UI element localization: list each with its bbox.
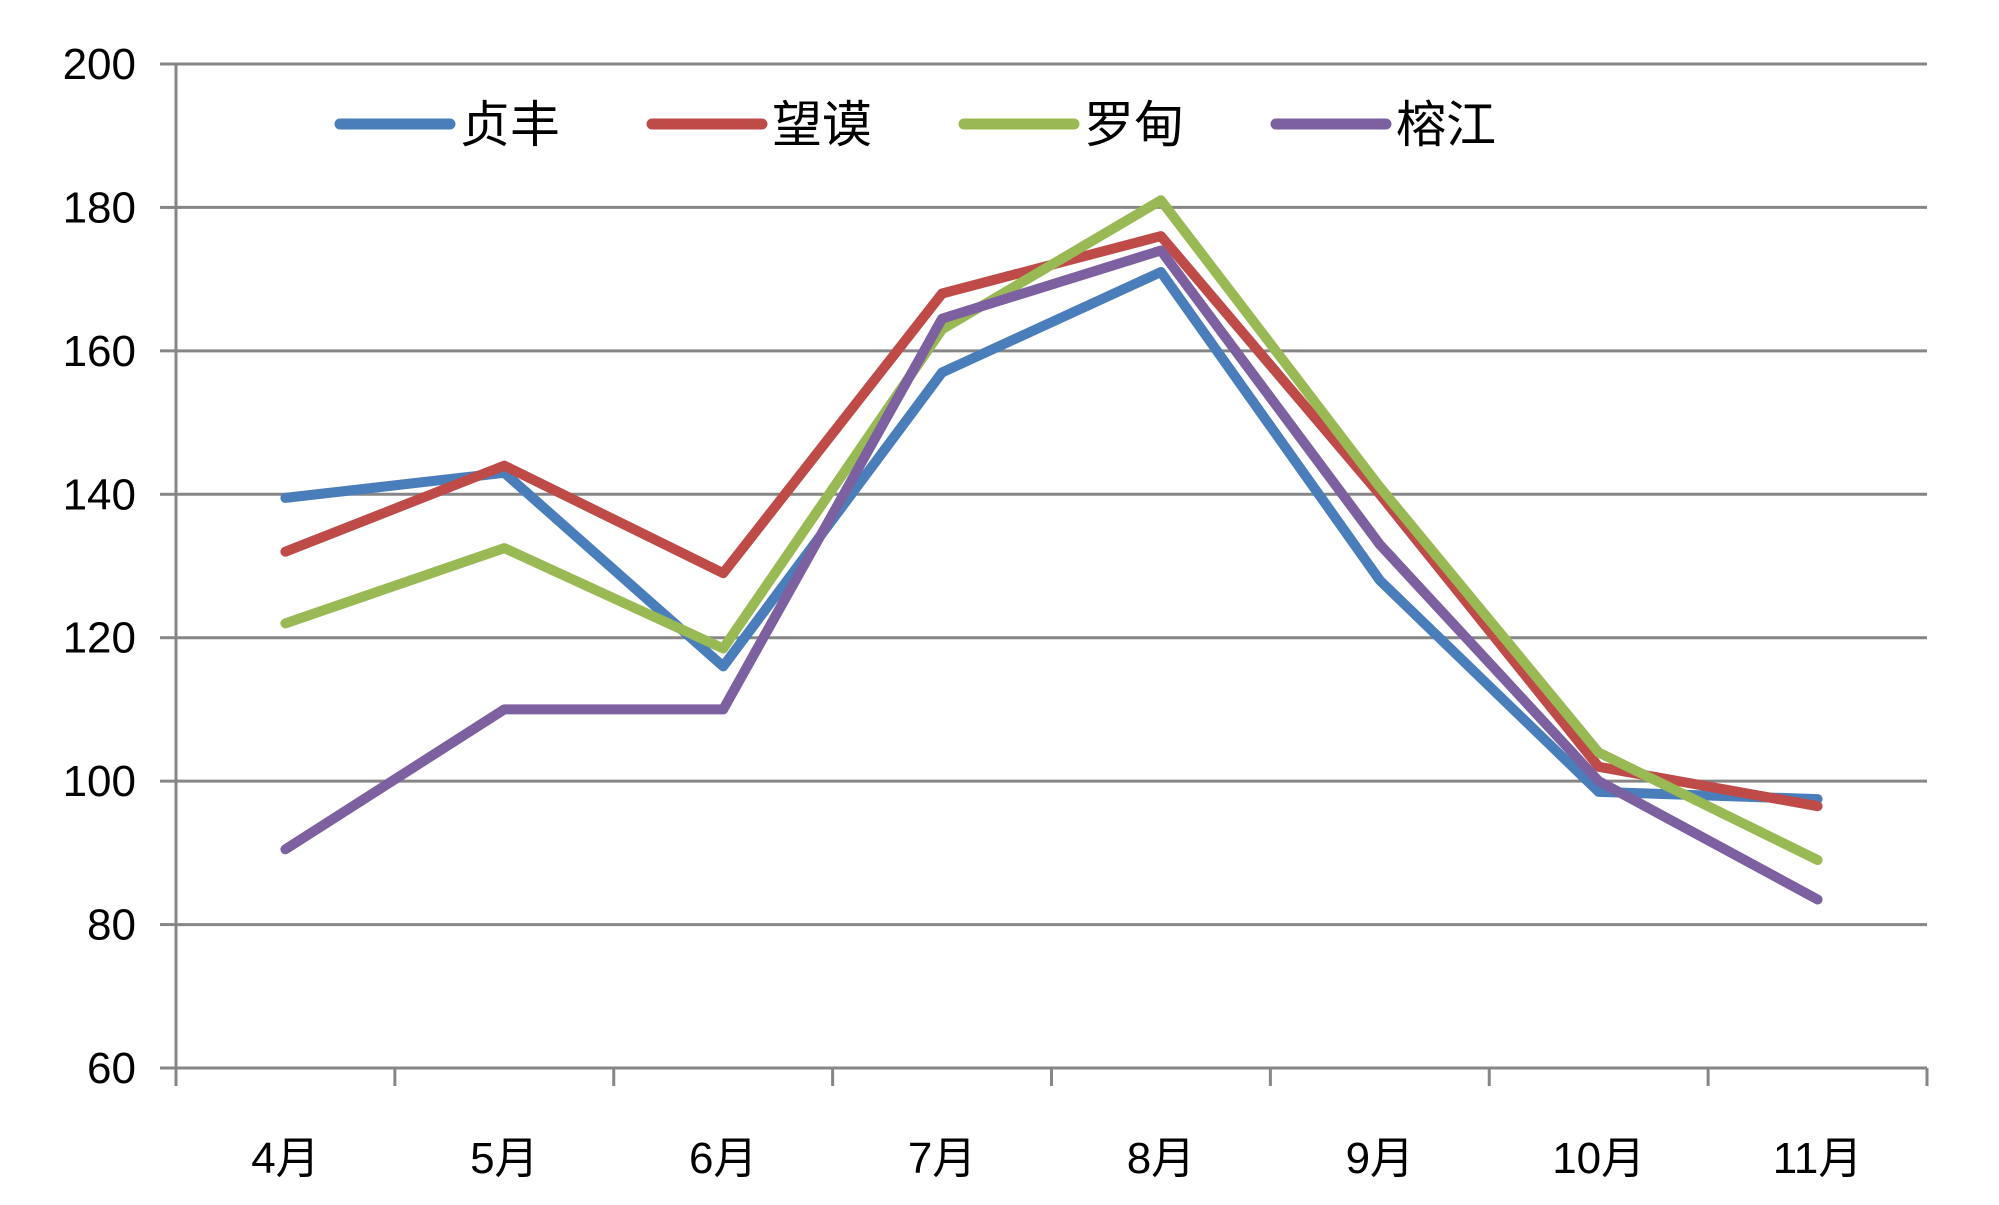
- x-tick-label: 5月: [470, 1134, 538, 1183]
- y-axis-ticks: 60 80 100 120 140 160 180 200: [63, 40, 176, 1093]
- y-tick-label: 80: [87, 901, 136, 950]
- legend-label: 望谟: [772, 96, 872, 154]
- series-line-1: [280, 267, 1823, 805]
- legend-item: 罗甸: [958, 96, 1184, 154]
- y-tick-label: 180: [63, 183, 136, 232]
- y-tick-label: 100: [63, 757, 136, 806]
- legend-label: 榕江: [1396, 96, 1496, 154]
- x-tick-label: 7月: [908, 1134, 976, 1183]
- legend-item: 望谟: [646, 96, 872, 154]
- x-tick-label: 10月: [1552, 1134, 1645, 1183]
- legend: 贞丰 望谟 罗甸 榕江: [334, 96, 1496, 154]
- series-line-3: [280, 195, 1823, 865]
- x-tick-label: 4月: [251, 1134, 319, 1183]
- gridlines: [176, 62, 1927, 927]
- x-tick-label: 8月: [1127, 1134, 1195, 1183]
- x-tick-label: 11月: [1773, 1134, 1863, 1183]
- legend-label: 贞丰: [460, 96, 560, 154]
- series-line-4: [280, 245, 1823, 905]
- legend-item: 贞丰: [334, 96, 560, 154]
- legend-item: 榕江: [1270, 96, 1496, 154]
- legend-label: 罗甸: [1084, 96, 1184, 154]
- x-axis-ticks: 4月 5月 6月 7月 8月 9月 10月 11月: [174, 1068, 1929, 1183]
- y-tick-label: 60: [87, 1044, 136, 1093]
- y-tick-label: 200: [63, 40, 136, 89]
- series-lines: [280, 195, 1823, 905]
- y-tick-label: 120: [63, 614, 136, 663]
- x-tick-label: 6月: [689, 1134, 757, 1183]
- x-tick-label: 9月: [1346, 1134, 1414, 1183]
- y-tick-label: 160: [63, 327, 136, 376]
- y-tick-label: 140: [63, 470, 136, 519]
